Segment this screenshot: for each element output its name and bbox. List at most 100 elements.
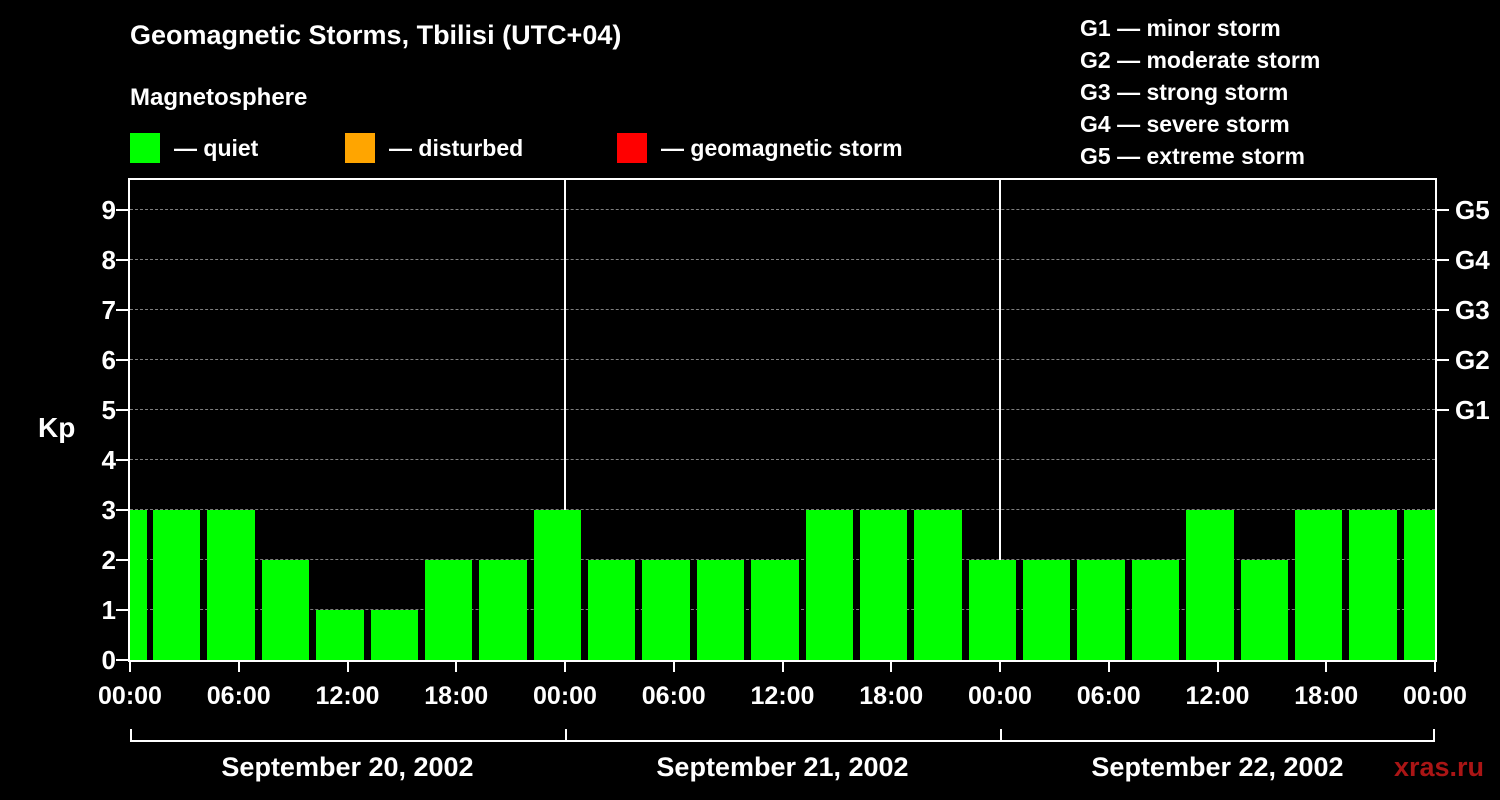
- gridline-kp-4: [130, 459, 1435, 460]
- x-tick-mark: [1107, 662, 1110, 672]
- kp-bar: [751, 560, 799, 660]
- kp-bar-partial: [130, 510, 147, 660]
- day-divider-line: [564, 180, 566, 660]
- y-tick-mark: [116, 259, 128, 261]
- kp-bar: [805, 510, 853, 660]
- date-label: September 21, 2002: [656, 752, 909, 782]
- quiet-color-swatch: [130, 133, 160, 163]
- gridline-kp-9: [130, 209, 1435, 210]
- x-tick-label: 06:00: [1076, 682, 1141, 710]
- kp-bar: [1186, 510, 1234, 660]
- date-label: September 20, 2002: [221, 752, 474, 782]
- kp-bar: [424, 560, 473, 660]
- gridline-kp-6: [130, 359, 1435, 360]
- x-tick-label: 12:00: [750, 682, 815, 710]
- x-tick-label: 06:00: [641, 682, 706, 710]
- x-tick-mark: [890, 662, 893, 672]
- gridline-kp-2: [130, 559, 1435, 560]
- kp-bar: [1240, 560, 1288, 660]
- x-tick-mark: [672, 662, 675, 672]
- x-tick-label: 12:00: [1185, 682, 1250, 710]
- x-tick-mark: [1325, 662, 1328, 672]
- kp-bar: [1349, 510, 1397, 660]
- y-tick-label: 0: [101, 645, 116, 675]
- x-tick-mark: [129, 662, 131, 672]
- date-bracket-tick: [130, 729, 132, 742]
- kp-bar: [588, 560, 636, 660]
- y-tick-label: 5: [101, 395, 116, 425]
- g-level-label: G1: [1455, 395, 1490, 425]
- y-tick-mark: [116, 659, 128, 661]
- y-tick-label: 1: [101, 595, 116, 625]
- page-title: Geomagnetic Storms, Tbilisi (UTC+04): [130, 20, 622, 50]
- y-tick-label: 8: [101, 245, 116, 275]
- x-tick-label: 18:00: [424, 682, 489, 710]
- y-tick-mark: [116, 609, 128, 611]
- y-tick-mark: [116, 409, 128, 411]
- kp-bar: [207, 510, 255, 660]
- y-tick-label: 9: [101, 195, 116, 225]
- g-level-label: G4: [1455, 245, 1490, 275]
- chart-subtitle: Magnetosphere: [130, 84, 308, 111]
- g-legend-line-g4: G4 — severe storm: [1080, 111, 1290, 137]
- gridline-kp-5: [130, 409, 1435, 410]
- y-tick-mark: [116, 459, 128, 461]
- legend-item-disturbed: — disturbed: [345, 133, 523, 163]
- kp-bar: [153, 510, 201, 660]
- y-tick-mark: [116, 309, 128, 311]
- kp-bar: [1294, 510, 1343, 660]
- legend-label-quiet: — quiet: [174, 134, 259, 161]
- gridline-kp-7: [130, 309, 1435, 310]
- g-tick-mark: [1437, 209, 1449, 211]
- kp-bar: [914, 510, 962, 660]
- x-tick-label: 12:00: [315, 682, 380, 710]
- x-tick-label: 00:00: [533, 682, 597, 710]
- x-tick-mark: [1434, 662, 1436, 672]
- x-tick-label: 00:00: [1403, 682, 1467, 710]
- gridline-kp-3: [130, 509, 1435, 510]
- x-tick-mark: [999, 662, 1001, 672]
- g-legend-line-g5: G5 — extreme storm: [1080, 143, 1305, 169]
- g-tick-mark: [1437, 409, 1449, 411]
- date-bracket-tick: [565, 729, 567, 742]
- legend-label-disturbed: — disturbed: [389, 134, 524, 161]
- y-tick-label: 6: [101, 345, 116, 375]
- legend-label-storm: — geomagnetic storm: [661, 134, 903, 161]
- x-tick-mark: [237, 662, 240, 672]
- x-tick-mark: [781, 662, 784, 672]
- kp-bar: [1403, 510, 1435, 660]
- y-tick-mark: [116, 209, 128, 211]
- y-axis-title: Kp: [38, 412, 76, 443]
- x-tick-label: 00:00: [98, 682, 162, 710]
- kp-bar: [1077, 560, 1125, 660]
- y-tick-label: 3: [101, 495, 116, 525]
- kp-bar: [968, 560, 1016, 660]
- x-tick-label: 18:00: [1294, 682, 1359, 710]
- x-tick-label: 18:00: [859, 682, 924, 710]
- gridline-kp-8: [130, 259, 1435, 260]
- legend-item-quiet: — quiet: [130, 133, 258, 163]
- g-legend-line-g1: G1 — minor storm: [1080, 15, 1281, 41]
- x-tick-mark: [564, 662, 566, 672]
- x-tick-mark: [346, 662, 349, 672]
- y-tick-mark: [116, 559, 128, 561]
- x-tick-mark: [455, 662, 458, 672]
- kp-bar: [859, 510, 908, 660]
- g-tick-mark: [1437, 309, 1449, 311]
- g-level-label: G5: [1455, 195, 1490, 225]
- day-divider-line: [999, 180, 1001, 660]
- g-scale-legend: G1 — minor storm G2 — moderate storm G3 …: [1080, 12, 1320, 172]
- y-tick-label: 2: [101, 545, 116, 575]
- kp-bar: [261, 560, 310, 660]
- plot-area: [128, 178, 1437, 662]
- x-tick-mark: [1216, 662, 1219, 672]
- kp-bar: [696, 560, 745, 660]
- disturbed-color-swatch: [345, 133, 375, 163]
- y-tick-mark: [116, 359, 128, 361]
- date-bracket-line: [130, 740, 1435, 742]
- x-tick-label: 06:00: [206, 682, 271, 710]
- g-level-label: G2: [1455, 345, 1490, 375]
- g-legend-line-g2: G2 — moderate storm: [1080, 47, 1321, 73]
- kp-bar: [1023, 560, 1071, 660]
